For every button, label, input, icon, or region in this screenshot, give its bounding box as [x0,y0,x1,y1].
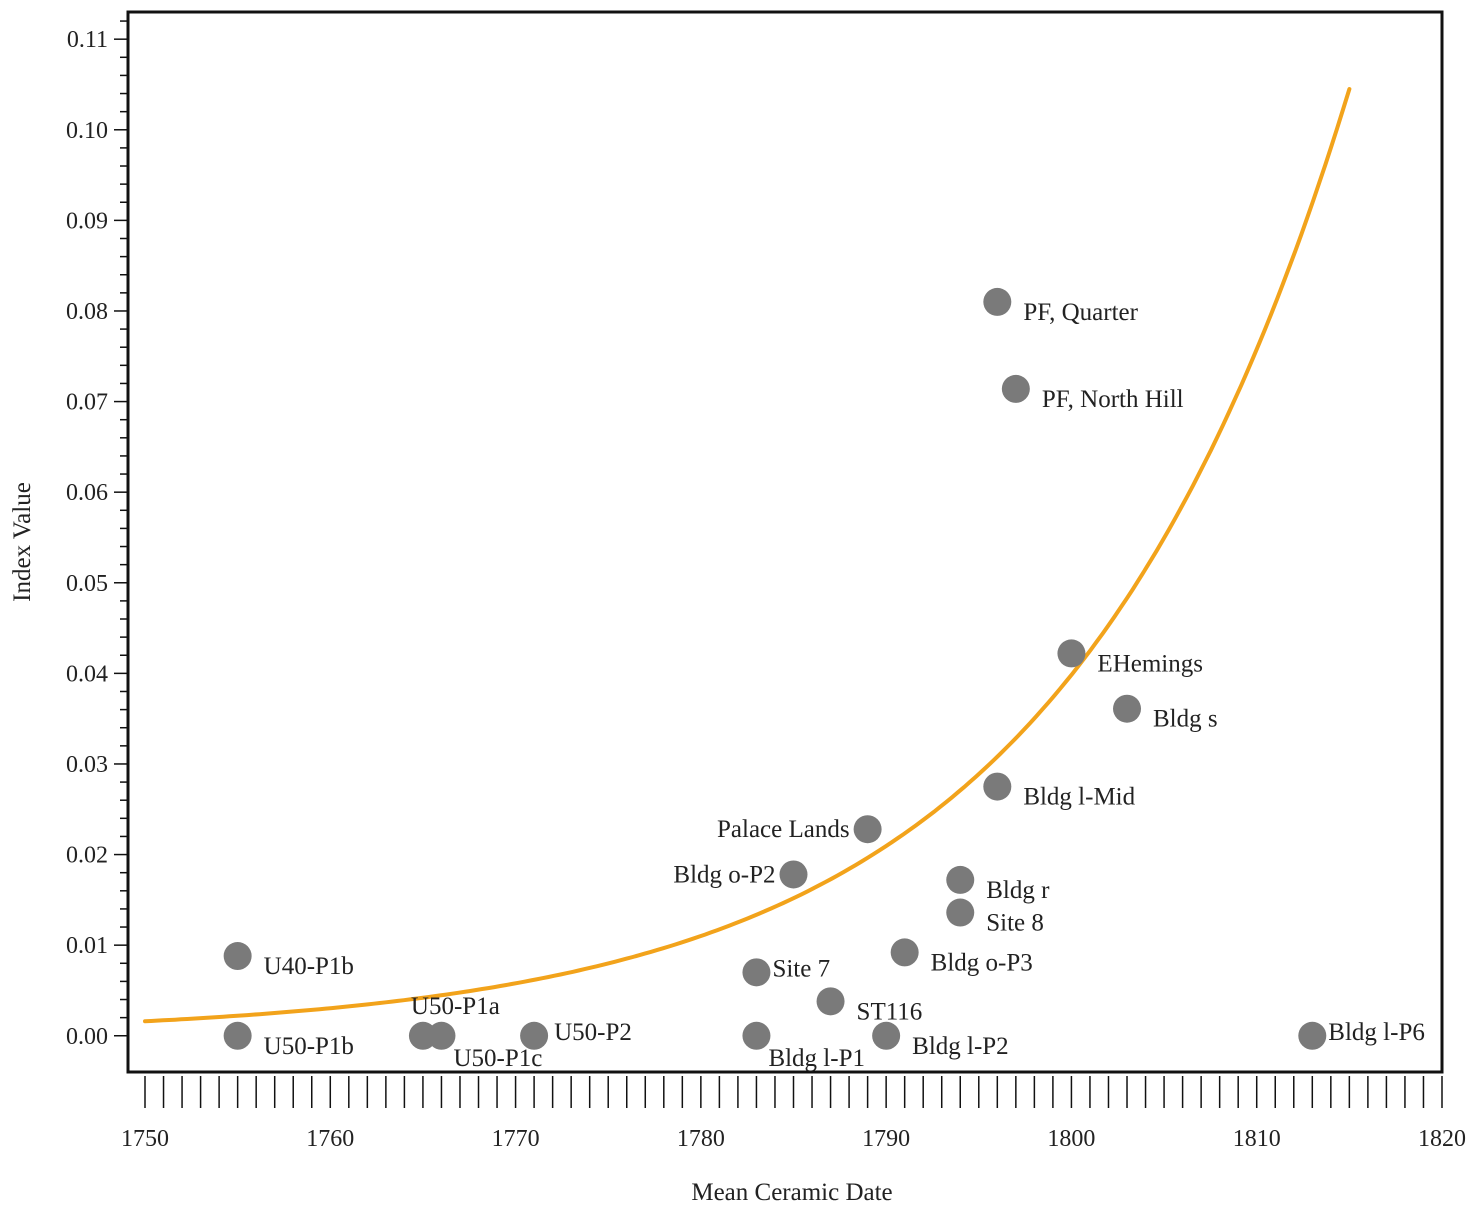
x-tick-label: 1760 [306,1126,354,1152]
point-label: U50-P1c [453,1045,542,1072]
y-tick-label: 0.10 [66,118,108,144]
data-point [779,860,808,889]
point-label: Palace Lands [717,816,850,843]
x-tick-label: 1800 [1047,1126,1095,1152]
point-label: Site 7 [772,955,830,982]
point-label: U40-P1b [264,953,354,980]
y-tick-label: 0.00 [66,1024,108,1050]
point-labels: U40-P1b U50-P1b U50-P1a U50-P1c U50-P2 Site 7… [264,299,1425,1072]
y-tick-label: 0.05 [66,571,108,597]
point-label: U50-P1a [411,993,500,1020]
point-label: Bldg l-P6 [1328,1019,1425,1046]
y-tick-label: 0.09 [66,208,108,234]
point-label: U50-P2 [554,1019,632,1046]
point-label: Bldg r [986,877,1050,904]
data-point [853,815,882,844]
data-point [983,287,1012,316]
point-label: Bldg o-P3 [931,949,1033,976]
data-point [890,938,919,967]
data-point [223,942,252,971]
data-point [427,1021,456,1050]
data-point [742,958,771,987]
point-label: ST116 [857,998,923,1025]
y-axis-title: Index Value [9,482,36,602]
y-tick-label: 0.03 [66,752,108,778]
y-tick-label: 0.06 [66,480,108,506]
y-tick-label: 0.08 [66,299,108,325]
data-point [983,772,1012,801]
x-axis-title: Mean Ceramic Date [691,1179,892,1206]
point-label: PF, North Hill [1042,386,1184,413]
data-point [1298,1021,1327,1050]
data-point [742,1021,771,1050]
point-label: EHemings [1097,650,1203,677]
y-tick-label: 0.04 [66,661,108,687]
x-tick-label: 1780 [677,1126,725,1152]
point-label: Site 8 [986,910,1044,937]
fit-curve [143,87,1352,1024]
x-tick-label: 1790 [862,1126,910,1152]
point-label: Bldg l-P2 [912,1033,1009,1060]
data-point [872,1021,901,1050]
y-axis-ticks: 0.00 0.01 0.02 0.03 0.04 0.05 0.06 0.07 0.08 0.09… [66,20,128,1050]
x-tick-label: 1770 [492,1126,540,1152]
x-axis-ticks: 1750 1760 1770 1780 1790 1800 1810 1820 [121,1076,1466,1152]
x-tick-label: 1750 [121,1126,169,1152]
point-label: PF, Quarter [1023,299,1138,326]
data-point [816,987,845,1016]
plot-frame [126,10,1444,1074]
point-label: Bldg s [1153,706,1218,733]
data-point [520,1021,549,1050]
y-tick-label: 0.01 [66,933,108,959]
y-tick-label: 0.11 [67,27,108,53]
data-point [946,865,975,894]
y-tick-label: 0.07 [66,390,108,416]
x-tick-label: 1820 [1418,1126,1466,1152]
data-point [1113,694,1142,723]
x-tick-label: 1810 [1233,1126,1281,1152]
data-point [1057,639,1086,668]
point-label: U50-P1b [264,1033,354,1060]
data-points [223,287,1327,1050]
point-label: Bldg l-P1 [768,1045,865,1072]
data-point [223,1021,252,1050]
y-tick-label: 0.02 [66,843,108,869]
data-point [946,898,975,927]
point-label: Bldg l-Mid [1023,784,1135,811]
data-point [1001,374,1030,403]
point-label: Bldg o-P2 [673,861,775,888]
